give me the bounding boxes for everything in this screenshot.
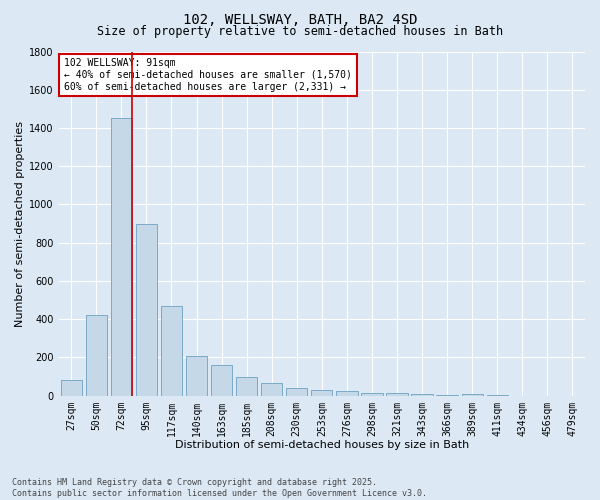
Text: 102 WELLSWAY: 91sqm
← 40% of semi-detached houses are smaller (1,570)
60% of sem: 102 WELLSWAY: 91sqm ← 40% of semi-detach… — [64, 58, 352, 92]
Bar — [236, 376, 257, 396]
Text: 102, WELLSWAY, BATH, BA2 4SD: 102, WELLSWAY, BATH, BA2 4SD — [183, 12, 417, 26]
Bar — [461, 394, 483, 396]
Bar — [412, 394, 433, 396]
Bar — [186, 356, 207, 396]
Bar — [261, 384, 283, 396]
Text: Size of property relative to semi-detached houses in Bath: Size of property relative to semi-detach… — [97, 25, 503, 38]
Bar — [361, 393, 383, 396]
Bar — [336, 391, 358, 396]
Bar — [161, 306, 182, 396]
Bar — [487, 395, 508, 396]
X-axis label: Distribution of semi-detached houses by size in Bath: Distribution of semi-detached houses by … — [175, 440, 469, 450]
Bar — [136, 224, 157, 396]
Y-axis label: Number of semi-detached properties: Number of semi-detached properties — [15, 120, 25, 326]
Bar — [61, 380, 82, 396]
Bar — [86, 316, 107, 396]
Bar — [436, 395, 458, 396]
Bar — [386, 394, 407, 396]
Bar — [286, 388, 307, 396]
Bar — [211, 365, 232, 396]
Bar — [311, 390, 332, 396]
Bar — [110, 118, 132, 396]
Text: Contains HM Land Registry data © Crown copyright and database right 2025.
Contai: Contains HM Land Registry data © Crown c… — [12, 478, 427, 498]
